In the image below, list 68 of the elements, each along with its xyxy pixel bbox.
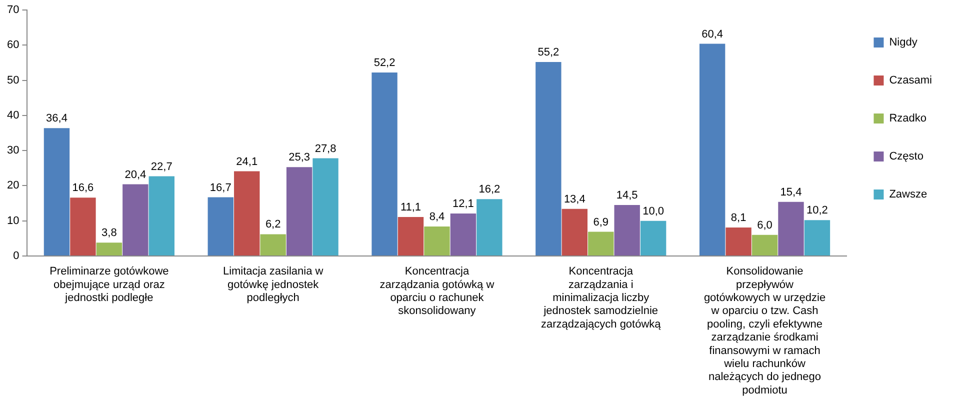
bar — [726, 228, 752, 256]
data-label: 8,4 — [429, 211, 445, 224]
data-label: 60,4 — [702, 28, 724, 40]
bar — [372, 72, 398, 256]
data-label: 52,2 — [374, 57, 396, 70]
bar — [260, 234, 286, 256]
legend-label: Czasami — [889, 74, 932, 87]
x-tick-label: Limitacja zasilania w gotówkę jednostek podległych — [222, 266, 324, 304]
x-tick-label: Preliminarze gotówkowe obejmujące urząd oraz jednostki podległe — [50, 266, 169, 304]
data-label: 55,2 — [538, 46, 560, 59]
bar — [234, 171, 260, 256]
y-tick-label: 60 — [6, 39, 20, 52]
bar — [778, 202, 804, 256]
data-label: 15,4 — [780, 186, 802, 198]
data-label: 16,7 — [210, 182, 232, 194]
data-label: 27,8 — [314, 142, 336, 155]
data-label: 10,0 — [642, 205, 664, 218]
bar — [752, 234, 778, 256]
data-label: 13,4 — [564, 193, 586, 206]
y-tick-label: 50 — [6, 74, 20, 86]
data-label: 16,6 — [72, 182, 94, 194]
data-label: 36,4 — [46, 112, 68, 125]
bar — [312, 158, 338, 256]
data-label: 8,1 — [730, 212, 746, 224]
y-tick-label: 10 — [6, 214, 20, 227]
bar — [640, 220, 666, 256]
data-label: 3,8 — [102, 227, 117, 240]
bar — [148, 176, 174, 256]
data-label: 10,2 — [806, 204, 828, 217]
x-tick-label: Koncentracja zarządzania i minimalizacja liczby jednostek samodzielnie zarządzających gotówką — [540, 266, 662, 330]
data-label: 6,0 — [757, 219, 772, 232]
legend-label: Rzadko — [889, 112, 927, 125]
bar — [804, 220, 830, 256]
y-tick-label: 30 — [6, 144, 20, 157]
bar — [424, 226, 450, 256]
data-label: 25,3 — [288, 152, 310, 164]
data-label: 11,1 — [400, 202, 422, 214]
bar — [70, 198, 96, 256]
bar — [536, 62, 562, 256]
bar — [122, 184, 148, 256]
data-label: 16,2 — [478, 184, 500, 196]
legend-label: Często — [889, 150, 924, 163]
y-tick-label: 0 — [13, 250, 20, 262]
bar — [614, 205, 640, 256]
bar — [96, 242, 122, 256]
bar — [398, 216, 424, 256]
data-label: 6,2 — [265, 218, 281, 231]
bar — [450, 213, 476, 256]
y-tick-label: 20 — [6, 180, 20, 192]
data-label: 12,1 — [452, 198, 474, 210]
data-label: 6,9 — [593, 216, 609, 228]
bar — [476, 199, 502, 256]
y-tick-label: 70 — [6, 4, 20, 16]
bar — [286, 167, 312, 256]
bar — [44, 128, 70, 256]
legend-label: Nigdy — [889, 36, 918, 49]
data-label: 22,7 — [150, 160, 172, 173]
y-tick-label: 40 — [6, 109, 20, 122]
bar — [208, 197, 234, 256]
bar — [699, 44, 726, 256]
data-label: 20,4 — [124, 168, 146, 181]
category-label: Konsolidowanie przepływów gotówkowych w urzędzie w oparciu o tzw. Cash pooling, czyli efektywne zarządzanie środkami finansowymi w ramach wielu rachunków należących do jednego podmiotu — [704, 266, 826, 396]
data-label: 24,1 — [236, 156, 258, 168]
data-label: 14,5 — [616, 190, 638, 202]
legend-label: Zawsze — [889, 188, 928, 201]
bar — [588, 232, 614, 256]
x-tick-label: Koncentracja zarządzania gotówką w oparciu o rachunek skonsolidowany — [380, 266, 494, 318]
bar — [562, 208, 588, 256]
